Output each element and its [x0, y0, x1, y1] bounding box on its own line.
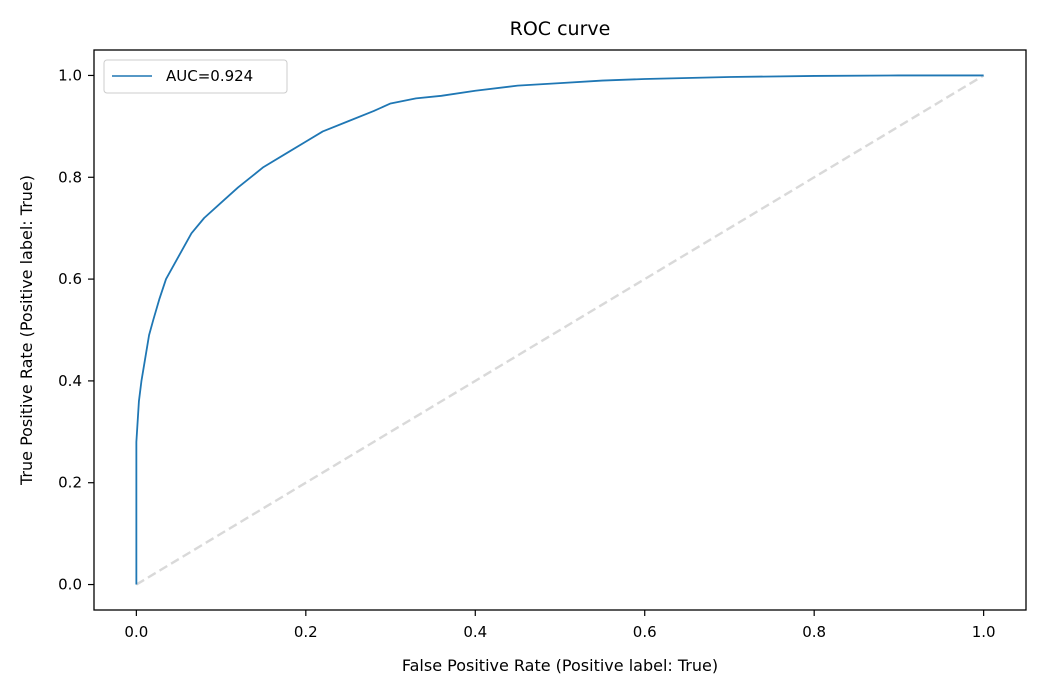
- y-tick-label: 0.2: [58, 474, 82, 492]
- plot-area: [135, 74, 985, 586]
- x-tick-label: 1.0: [972, 623, 996, 641]
- x-tick-label: 0.6: [633, 623, 657, 641]
- x-tick-label: 0.2: [294, 623, 318, 641]
- roc-curve-line: [135, 74, 984, 585]
- y-tick-label: 1.0: [58, 66, 82, 84]
- axes-frame: [93, 49, 1027, 611]
- x-axis-label: False Positive Rate (Positive label: Tru…: [402, 656, 718, 675]
- y-tick-label: 0.4: [58, 372, 82, 390]
- y-tick-label: 0.8: [58, 168, 82, 186]
- y-axis-label: True Positive Rate (Positive label: True…: [17, 175, 36, 486]
- x-tick-label: 0.8: [802, 623, 826, 641]
- x-tick-label: 0.4: [463, 623, 487, 641]
- legend-label: AUC=0.924: [166, 67, 253, 85]
- legend: AUC=0.924: [103, 59, 288, 94]
- legend-box: [103, 59, 288, 94]
- x-tick-label: 0.0: [124, 623, 148, 641]
- chance-diagonal-line: [135, 74, 985, 586]
- y-tick-label: 0.0: [58, 576, 82, 594]
- y-tick-label: 0.6: [58, 270, 82, 288]
- x-axis: 0.0 0.2 0.4 0.6 0.8 1.0: [124, 610, 996, 641]
- y-axis: 0.0 0.2 0.4 0.6 0.8 1.0: [58, 66, 94, 594]
- chart-title: ROC curve: [510, 18, 611, 40]
